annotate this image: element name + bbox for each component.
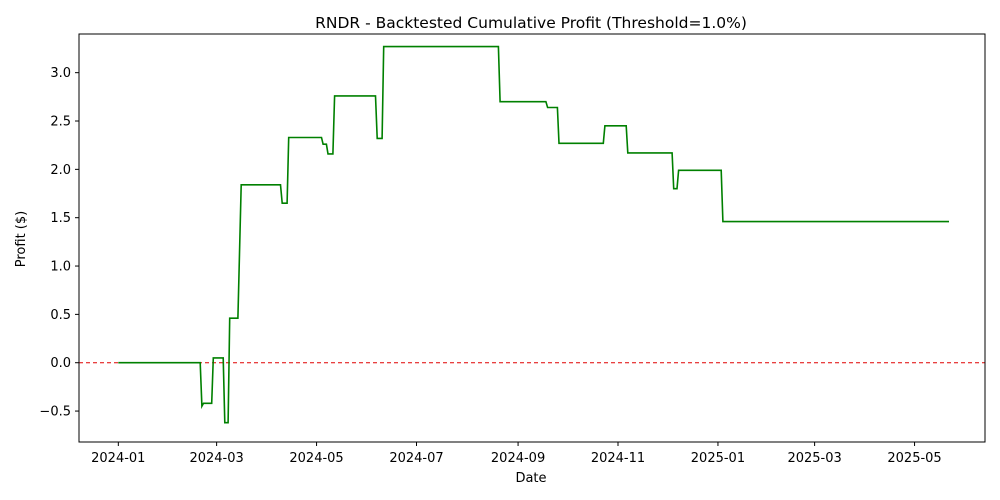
x-axis: 2024-01 2024-03 2024-05 2024-07 2024-09 2024-…	[91, 442, 942, 466]
y-tick-label: 3.0	[50, 66, 71, 81]
plot-area	[78, 33, 986, 443]
x-tick-label: 2024-09	[491, 451, 545, 466]
profit-series-line	[118, 45, 949, 424]
y-tick-label: 1.0	[50, 260, 71, 275]
y-tick-label: 1.5	[50, 211, 71, 226]
y-tick-label: −0.5	[39, 405, 71, 420]
chart-title: RNDR - Backtested Cumulative Profit (Thr…	[315, 14, 747, 32]
y-axis: −0.5 0.0 0.5 1.0 1.5 2.0 2.5 3.0	[39, 66, 79, 420]
y-axis-label: Profit ($)	[14, 211, 29, 267]
y-tick-label: 2.0	[50, 163, 71, 178]
y-tick-label: 0.0	[50, 356, 71, 371]
x-tick-label: 2024-03	[189, 451, 243, 466]
x-tick-label: 2024-07	[389, 451, 443, 466]
x-tick-label: 2025-01	[691, 451, 745, 466]
x-tick-label: 2025-03	[787, 451, 841, 466]
x-tick-label: 2024-01	[91, 451, 145, 466]
x-tick-label: 2025-05	[887, 451, 941, 466]
x-tick-label: 2024-05	[289, 451, 343, 466]
y-tick-label: 0.5	[50, 308, 71, 323]
y-tick-label: 2.5	[50, 115, 71, 130]
x-axis-label: Date	[515, 471, 546, 486]
x-tick-label: 2024-11	[591, 451, 645, 466]
plot-frame	[78, 33, 986, 443]
